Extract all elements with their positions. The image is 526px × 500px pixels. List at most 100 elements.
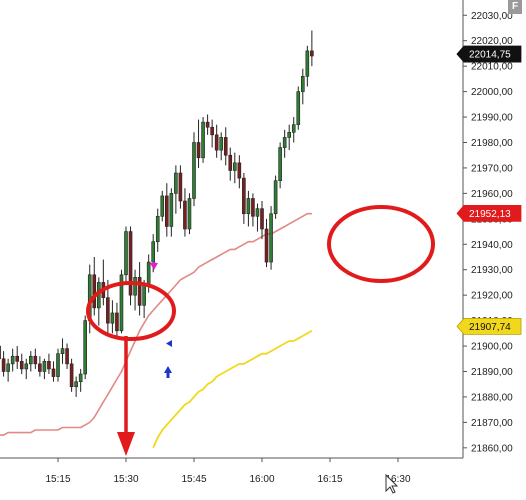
candle [269, 206, 273, 270]
price-tag-label: 21952,13 [469, 209, 511, 220]
candle-body [74, 381, 78, 388]
candle-body [165, 195, 169, 227]
x-tick-label: 15:30 [113, 474, 138, 485]
candle [214, 124, 219, 158]
candle-body [242, 177, 246, 215]
candle-body [219, 137, 223, 151]
candle-body [228, 154, 233, 171]
candle-body [205, 121, 210, 128]
candle [242, 173, 246, 224]
annotations [86, 205, 435, 456]
candle-body [233, 162, 237, 171]
x-tick-label: 15:45 [181, 474, 206, 485]
y-tick-label: 21890,00 [471, 367, 513, 378]
candle-body [119, 274, 124, 332]
y-tick-label: 21880,00 [471, 392, 513, 403]
x-tick-label: 16:30 [385, 474, 410, 485]
candle [287, 124, 292, 151]
candle-body [47, 361, 51, 370]
candle [223, 127, 228, 166]
candle-body [83, 320, 87, 375]
candle-body [246, 198, 251, 215]
y-tick-label: 22030,00 [471, 11, 513, 22]
plot-area [0, 0, 463, 458]
candle [174, 165, 178, 214]
candle [56, 348, 60, 382]
mouse-cursor-icon [385, 473, 399, 494]
candle [228, 147, 233, 181]
y-tick-label: 21980,00 [471, 138, 513, 149]
moving-average-fast [152, 330, 313, 449]
candle [273, 175, 278, 219]
panel-button[interactable]: F [508, 0, 522, 14]
candle-body [296, 91, 301, 125]
candle-body [214, 134, 219, 151]
candle [74, 376, 78, 397]
fast-average-tag: 21907,74 [456, 317, 522, 335]
candle-body [24, 363, 29, 370]
candle [78, 368, 83, 392]
candle [33, 348, 38, 369]
candle [124, 226, 128, 285]
candle [210, 119, 214, 148]
candle [291, 117, 296, 143]
candle [38, 356, 42, 377]
candle [165, 183, 169, 237]
candle-body [42, 361, 47, 372]
candle [0, 345, 1, 360]
candle-body [124, 231, 128, 276]
candle [51, 361, 56, 382]
candle-body [201, 121, 205, 159]
candle-body [106, 297, 110, 324]
candle-body [223, 137, 228, 156]
price-tag-label: 21907,74 [469, 322, 511, 333]
candle-body [160, 195, 165, 217]
candle-body [264, 228, 269, 263]
candle-body [196, 142, 201, 159]
candle-body [65, 348, 69, 365]
candle-body [187, 198, 192, 230]
x-tick-label: 16:00 [249, 474, 274, 485]
candle-body [169, 193, 174, 227]
candle-body [269, 213, 273, 263]
candle-body [174, 172, 178, 194]
price-tag-label: 22014,75 [469, 50, 511, 61]
candle-body [287, 132, 292, 138]
candle-body [155, 215, 160, 243]
candle-body [237, 162, 242, 179]
candle-body [192, 142, 196, 199]
candle [137, 262, 142, 316]
candle-body [310, 50, 314, 57]
candle-body [210, 126, 214, 136]
y-tick-label: 21900,00 [471, 342, 513, 353]
candle [42, 358, 47, 380]
candle [28, 351, 33, 372]
moving-average-slow [0, 212, 312, 436]
candle [19, 353, 24, 375]
candle [205, 114, 210, 135]
candle-body [151, 241, 155, 263]
signal-up-arrow-icon [164, 366, 172, 373]
candle [128, 226, 133, 306]
candle-body [291, 124, 296, 133]
candle-body [51, 368, 56, 377]
signal-up-arrow-stem [166, 372, 170, 378]
candle [255, 203, 260, 232]
y-tick-label: 21920,00 [471, 291, 513, 302]
candle-body [78, 373, 83, 382]
candle [92, 256, 97, 316]
candle [133, 269, 137, 311]
candle [6, 358, 10, 382]
candle [201, 117, 205, 163]
candles [0, 30, 314, 397]
candle-body [60, 348, 65, 354]
candle-body [33, 355, 38, 365]
candle-body [178, 172, 183, 202]
candle [251, 193, 255, 227]
candle-body [38, 363, 42, 372]
candle-body [278, 147, 282, 181]
candle [83, 315, 87, 380]
